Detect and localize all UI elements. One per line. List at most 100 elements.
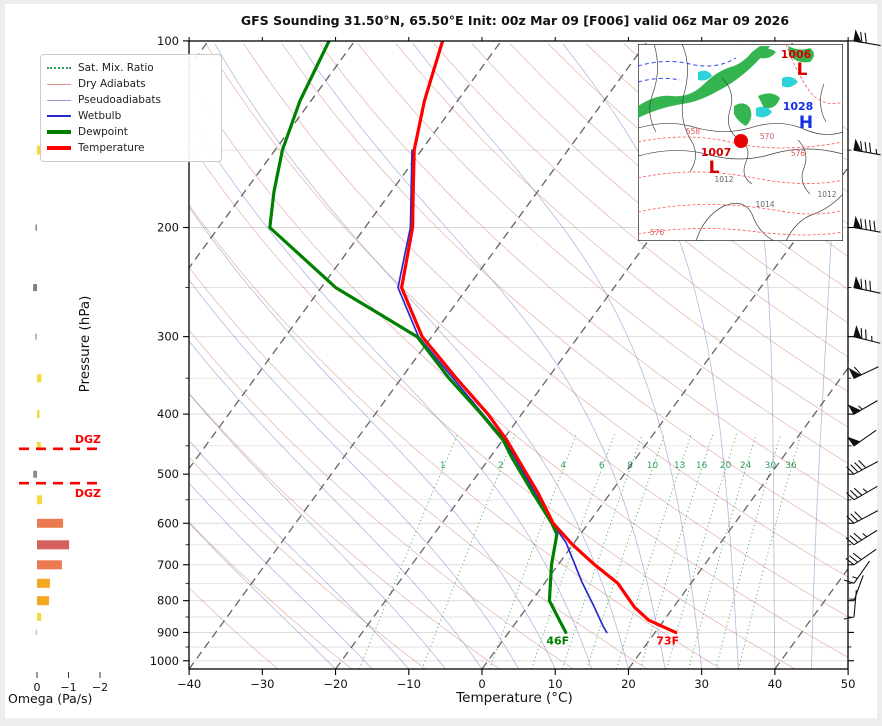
legend-label: Pseudoadiabats: [78, 94, 161, 106]
map-contour-label: 1012: [714, 175, 733, 184]
temperature-axis-label: Temperature (°C): [456, 690, 573, 706]
dgz-label: DGZ: [75, 433, 101, 446]
map-pressure-center-label: H: [799, 113, 813, 133]
mixing-ratio-label: 6: [599, 461, 605, 471]
sounding-figure: GFS Sounding 31.50°N, 65.50°E Init: 00z …: [5, 4, 881, 718]
pressure-tick-label: 1000: [150, 654, 179, 668]
omega-tick-label: −1: [60, 681, 76, 694]
omega-tick-label: 0: [34, 681, 41, 694]
temperature-tick-label: 10: [548, 677, 563, 691]
map-contour-label: 570: [760, 132, 775, 141]
map-pressure-center-label: L: [797, 60, 808, 80]
pressure-tick-label: 900: [157, 625, 179, 639]
omega-bar: [35, 333, 37, 340]
temperature-tick-label: 30: [694, 677, 709, 691]
temperature-tick-label: 50: [841, 677, 856, 691]
mixing-ratio-label: 2: [498, 461, 504, 471]
legend-item-wetbulb: Wetbulb: [47, 108, 215, 124]
wind-barb: [848, 366, 879, 379]
temperature-tick-label: −30: [250, 677, 274, 691]
wetbulb-curve: [397, 149, 608, 634]
wind-barb: [846, 510, 879, 524]
wetbulb-line-sample-icon: [47, 115, 71, 117]
omega-bar: [37, 596, 49, 606]
mixing-ratio-label: 10: [647, 461, 659, 471]
mixing-ratio-label: 24: [740, 461, 752, 471]
omega-bar: [33, 284, 37, 292]
map-contour-label: 1014: [755, 200, 774, 209]
wind-barb: [853, 138, 881, 156]
omega-bar: [37, 518, 64, 528]
legend-item-temperature: Temperature: [47, 140, 215, 156]
omega-bar: [37, 410, 40, 419]
omega-panel: 0 −1 −2: [33, 145, 108, 694]
legend-label: Dewpoint: [78, 126, 128, 138]
mixing-ratio-label: 4: [560, 461, 566, 471]
surface-temperature-label: 46F: [546, 634, 569, 647]
pressure-tick-label: 100: [157, 34, 179, 48]
wind-barb: [843, 560, 870, 584]
wind-barb: [846, 460, 879, 475]
temperature-tick-label: −40: [177, 677, 201, 691]
sat-mix-ratio-line-sample-icon: [47, 67, 71, 69]
legend-label: Wetbulb: [78, 110, 122, 122]
map-pressure-center-label: 1007: [701, 146, 732, 159]
pressure-axis-label: Pressure (hPa): [77, 295, 93, 393]
wind-barb: [853, 275, 881, 294]
mixing-ratio-label: 20: [720, 461, 732, 471]
map-contour-label: 1012: [817, 190, 836, 199]
wind-barb: [846, 429, 877, 447]
map-contour-label: 576: [650, 228, 665, 237]
map-contour-label: 576: [791, 149, 806, 158]
omega-bar: [35, 224, 37, 231]
dewpoint-line-sample-icon: [47, 130, 71, 134]
plot-area: 124681013162024303646F73F: [189, 41, 848, 669]
omega-bar: [33, 470, 37, 478]
omega-bar: [35, 629, 37, 635]
mixing-ratio-label: 1: [440, 461, 446, 471]
map-pressure-center-label: 1028: [783, 100, 814, 113]
omega-bar: [37, 374, 42, 383]
legend-item-sat-mix-ratio: Sat. Mix. Ratio: [47, 60, 215, 76]
wind-barb: [853, 215, 881, 233]
omega-bar: [37, 560, 62, 570]
temperature-tick-label: 20: [621, 677, 636, 691]
map-precip-green-shading: [638, 46, 814, 126]
wind-barb: [846, 485, 878, 501]
map-pressure-center-label: 1006: [781, 48, 812, 61]
wind-barb: [845, 548, 877, 566]
dry-adiabats: [189, 43, 848, 669]
sounding-location-marker: [734, 134, 748, 148]
pseudoadiabat-line-sample-icon: [47, 99, 71, 101]
temperature-tick-label: −20: [323, 677, 347, 691]
map-thickness-contours: [638, 44, 843, 236]
omega-bar: [37, 540, 70, 550]
omega-tick-label: −2: [92, 681, 108, 694]
wind-barb: [847, 400, 878, 415]
wind-barb: [843, 590, 857, 620]
wind-barb: [853, 325, 881, 344]
map-pressure-center-label: L: [709, 158, 720, 178]
omega-bar: [37, 613, 42, 621]
dry-adiabat-line-sample-icon: [47, 83, 71, 85]
map-contour-label: 558: [686, 127, 701, 136]
temperature-tick-label: 40: [768, 677, 783, 691]
mixing-ratio-label: 16: [696, 461, 708, 471]
pressure-tick-label: 300: [157, 330, 179, 344]
chart-title: GFS Sounding 31.50°N, 65.50°E Init: 00z …: [240, 13, 790, 28]
pressure-tick-label: 200: [157, 221, 179, 235]
skewt-plot-canvas: 124681013162024303646F73F−40−30−20−10010…: [19, 29, 881, 694]
temperature-tick-label: −10: [397, 677, 421, 691]
map-precip-cyan-shading: [698, 70, 798, 118]
pseudoadiabats: [189, 43, 836, 669]
pressure-tick-label: 500: [157, 467, 179, 481]
legend-item-dry-adiabats: Dry Adiabats: [47, 76, 215, 92]
mixing-ratio-label: 36: [785, 461, 797, 471]
map-upper-trough-lines: [638, 57, 737, 83]
omega-bar: [37, 578, 50, 588]
pressure-tick-label: 400: [157, 407, 179, 421]
pressure-gridlines: [189, 41, 848, 662]
legend-label: Sat. Mix. Ratio: [78, 62, 154, 74]
surface-temperature-label: 73F: [656, 634, 679, 647]
